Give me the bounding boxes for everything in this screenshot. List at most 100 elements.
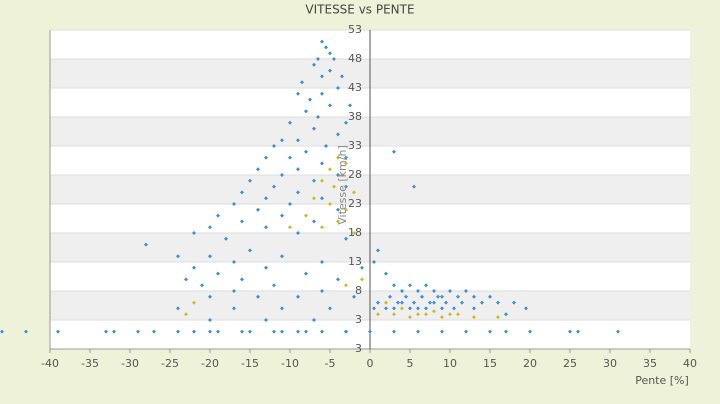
x-tick-label: -40 bbox=[41, 357, 59, 370]
data-point bbox=[352, 294, 356, 299]
data-point bbox=[440, 315, 444, 320]
data-point bbox=[448, 289, 452, 293]
data-point bbox=[400, 289, 404, 293]
data-point bbox=[304, 149, 308, 154]
data-point bbox=[504, 312, 508, 317]
data-point bbox=[408, 306, 412, 311]
data-point bbox=[336, 207, 340, 212]
data-point bbox=[312, 178, 316, 183]
data-point bbox=[448, 312, 452, 317]
x-tick-label: -20 bbox=[201, 357, 219, 370]
y-tick-label: 3 bbox=[355, 313, 362, 326]
data-point bbox=[472, 294, 476, 299]
plot-layer bbox=[0, 29, 691, 353]
data-point bbox=[412, 184, 416, 189]
data-point bbox=[316, 57, 320, 61]
y-tick-label: 53 bbox=[348, 23, 362, 36]
data-point bbox=[320, 225, 324, 230]
x-tick-label: -5 bbox=[325, 357, 336, 370]
data-point bbox=[304, 213, 308, 218]
data-point bbox=[240, 190, 244, 195]
data-point bbox=[256, 207, 260, 212]
data-point bbox=[368, 329, 372, 334]
data-point bbox=[296, 190, 300, 195]
y-tick-label: 43 bbox=[348, 81, 362, 94]
data-point bbox=[384, 271, 388, 276]
data-point bbox=[512, 300, 516, 305]
data-point bbox=[328, 68, 332, 73]
data-point bbox=[432, 289, 436, 293]
data-point bbox=[328, 167, 332, 172]
y-tick-label: 23 bbox=[348, 197, 362, 210]
data-point bbox=[308, 97, 312, 102]
data-point bbox=[320, 91, 324, 96]
data-point bbox=[496, 315, 500, 320]
data-point bbox=[392, 306, 396, 311]
data-point bbox=[412, 300, 416, 305]
data-point bbox=[208, 318, 212, 322]
data-point bbox=[376, 300, 380, 305]
data-point bbox=[264, 155, 268, 160]
y-tick-label: 18 bbox=[348, 226, 362, 239]
data-point bbox=[336, 277, 340, 282]
data-point bbox=[344, 236, 348, 241]
data-point bbox=[336, 155, 340, 160]
data-point bbox=[360, 277, 364, 282]
data-point bbox=[288, 155, 292, 160]
data-point bbox=[384, 300, 388, 305]
data-point bbox=[416, 329, 420, 334]
data-point bbox=[288, 202, 292, 206]
data-point bbox=[336, 219, 340, 224]
data-point bbox=[264, 225, 268, 230]
x-tick-label: 10 bbox=[443, 357, 457, 370]
data-point bbox=[440, 294, 444, 299]
data-point bbox=[616, 329, 620, 334]
y-tick-label: 13 bbox=[348, 255, 362, 268]
data-point bbox=[328, 51, 332, 56]
data-point bbox=[280, 254, 284, 259]
data-point bbox=[424, 306, 428, 311]
data-point bbox=[200, 283, 204, 288]
data-point bbox=[264, 318, 268, 322]
data-point bbox=[400, 306, 404, 311]
y-tick-label: 8 bbox=[355, 284, 362, 297]
data-point bbox=[264, 196, 268, 201]
x-tick-label: 15 bbox=[483, 357, 497, 370]
data-point bbox=[376, 248, 380, 253]
data-point bbox=[300, 80, 304, 85]
data-point bbox=[144, 242, 148, 247]
data-point bbox=[336, 86, 340, 90]
x-tick-label: -15 bbox=[241, 357, 259, 370]
data-point bbox=[256, 167, 260, 172]
x-tick-label: -35 bbox=[81, 357, 99, 370]
data-point bbox=[312, 318, 316, 322]
data-point bbox=[440, 306, 444, 311]
data-point bbox=[344, 161, 348, 166]
data-point bbox=[432, 309, 436, 314]
y-tick-label: 33 bbox=[348, 139, 362, 152]
data-point bbox=[444, 300, 448, 305]
data-point bbox=[316, 115, 320, 119]
x-axis-title: Pente [%] bbox=[635, 374, 689, 387]
data-point bbox=[208, 329, 212, 334]
data-point bbox=[416, 306, 420, 311]
data-point bbox=[216, 329, 220, 334]
data-point bbox=[264, 265, 268, 270]
data-point bbox=[388, 294, 392, 299]
data-point bbox=[184, 277, 188, 282]
data-point bbox=[328, 306, 332, 311]
data-point bbox=[392, 329, 396, 334]
data-point bbox=[24, 329, 28, 334]
data-point bbox=[480, 300, 484, 305]
data-point bbox=[288, 120, 292, 125]
x-tick-label: 35 bbox=[643, 357, 657, 370]
data-point bbox=[176, 329, 180, 334]
data-point bbox=[384, 306, 388, 311]
data-point bbox=[304, 329, 308, 334]
data-point bbox=[352, 231, 356, 235]
data-point bbox=[216, 271, 220, 276]
data-point bbox=[424, 312, 428, 317]
data-point bbox=[320, 289, 324, 293]
data-point bbox=[432, 300, 436, 305]
